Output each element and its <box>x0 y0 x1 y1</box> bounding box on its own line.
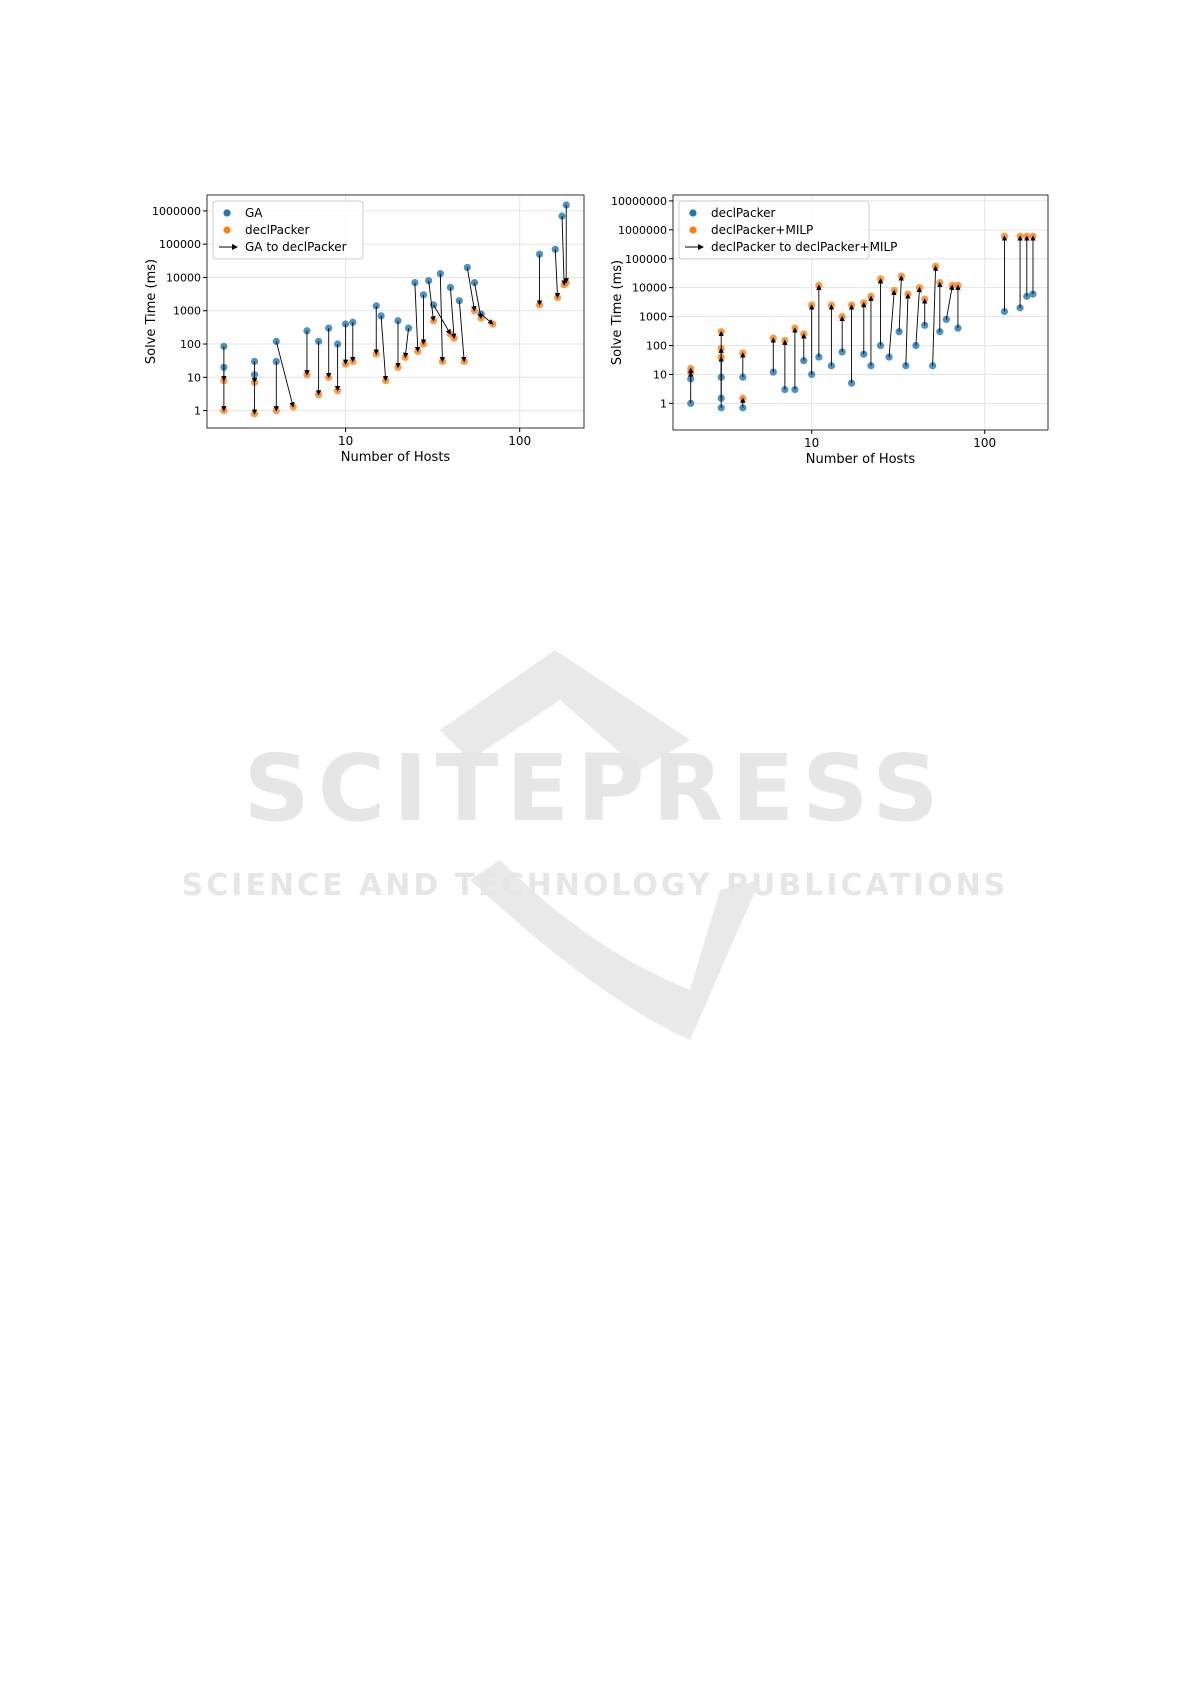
arrow <box>480 313 494 325</box>
legend-label: declPacker <box>711 206 775 220</box>
arrow <box>898 275 904 332</box>
arrow <box>458 300 467 363</box>
data-point <box>535 250 544 258</box>
y-tick-label: 10000 <box>632 282 667 295</box>
x-axis-label: Number of Hosts <box>341 450 451 465</box>
arrow <box>433 304 451 335</box>
legend-box <box>212 200 364 260</box>
arrow <box>945 284 955 320</box>
y-tick-label: 10 <box>187 371 201 384</box>
y-tick-label: 1000000 <box>618 224 667 237</box>
arrow <box>439 273 446 363</box>
watermark-subtitle: SCIENCE AND TECHNOLOGY PUBLICATIONS <box>182 868 1009 903</box>
chart: 1 10 100 1000 10000 100000 1000000 10 100 Number … <box>144 194 585 465</box>
arrow <box>888 289 897 358</box>
arrow <box>905 293 911 366</box>
y-axis-label: Solve Time (ms) <box>610 260 625 365</box>
chart: 1 10 100 1000 10000 100000 1000000 10000000 10 10… <box>610 194 1049 467</box>
data-point <box>562 201 570 209</box>
y-tick-label: 1 <box>194 405 201 418</box>
y-tick-label: 1000000 <box>152 205 201 218</box>
watermark-title: SCITEPRESS <box>243 735 946 842</box>
legend-label: declPacker to declPacker+MILP <box>711 240 897 254</box>
arrow <box>380 315 389 382</box>
legend-marker <box>223 226 231 234</box>
y-tick-label: 100 <box>180 338 201 351</box>
x-tick-label: 10 <box>804 436 819 450</box>
plot-frame <box>206 194 585 429</box>
plot-frame <box>672 194 1049 431</box>
arrow <box>915 286 922 346</box>
y-tick-label: 1000 <box>173 305 201 318</box>
x-axis-label: Number of Hosts <box>806 452 916 467</box>
y-tick-label: 10 <box>653 368 667 381</box>
y-tick-label: 100000 <box>159 238 201 251</box>
data-point <box>558 212 566 220</box>
legend-label: GA <box>245 206 263 220</box>
arrow <box>403 328 410 359</box>
y-tick-label: 1000 <box>639 311 667 324</box>
legend-marker <box>689 226 697 234</box>
x-tick-label: 100 <box>508 434 531 448</box>
arrow <box>466 267 477 312</box>
legend-label: declPacker <box>245 223 309 237</box>
x-tick-label: 100 <box>973 436 996 450</box>
legend-box <box>678 200 870 260</box>
y-tick-label: 100 <box>646 340 667 353</box>
y-axis-label: Solve Time (ms) <box>144 259 159 364</box>
arrow <box>428 280 436 322</box>
y-tick-label: 10000000 <box>611 195 667 208</box>
watermark-shape <box>470 860 760 1040</box>
y-tick-label: 100000 <box>625 253 667 266</box>
arrow <box>561 216 567 286</box>
legend-label: declPacker+MILP <box>711 223 813 237</box>
arrow <box>474 282 483 320</box>
arrow <box>554 249 561 299</box>
legend-marker <box>223 209 231 217</box>
watermark: SCITEPRESS SCIENCE AND TECHNOLOGY PUBLIC… <box>182 650 1009 1040</box>
y-tick-label: 1 <box>660 397 667 410</box>
arrow <box>414 282 421 353</box>
legend-marker <box>689 209 697 217</box>
x-tick-label: 10 <box>338 434 353 448</box>
arrow <box>275 341 295 408</box>
watermark-shape <box>440 650 690 770</box>
y-tick-label: 10000 <box>166 271 201 284</box>
legend-label: GA to declPacker <box>245 240 347 254</box>
arrow <box>449 287 457 340</box>
arrow <box>932 265 939 366</box>
